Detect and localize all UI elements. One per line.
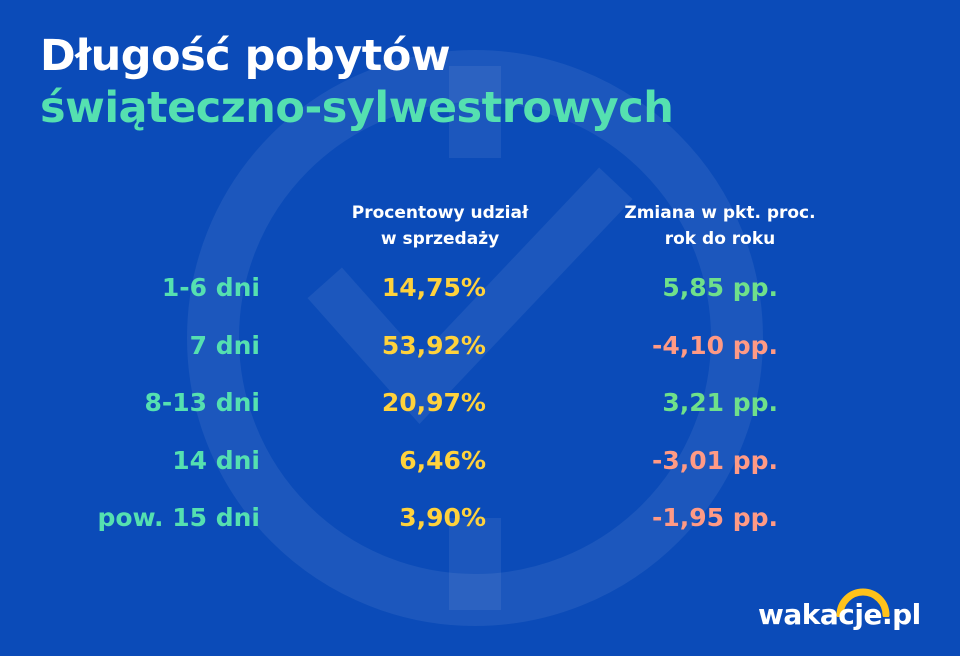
column-header-share-line-2: w sprzedaży (380, 229, 500, 249)
change-value: -3,01 pp. (651, 446, 778, 475)
row-label: 8-13 dni (144, 388, 260, 417)
table-row: 14 dni 6,46% -3,01 pp. (0, 441, 960, 481)
row-label: pow. 15 dni (97, 503, 260, 532)
column-header-change-line-1: Zmiana w pkt. proc. (624, 203, 816, 223)
change-value: -1,95 pp. (651, 503, 778, 532)
column-header-share-line-1: Procentowy udział (351, 203, 529, 223)
column-header-share: Procentowy udział w sprzedaży (320, 200, 560, 252)
logo-arc-icon (836, 588, 890, 617)
share-value: 14,75% (381, 273, 486, 302)
row-label: 1-6 dni (161, 273, 260, 302)
change-value: 3,21 pp. (662, 388, 778, 417)
wakacje-logo: wakacje.pl (758, 585, 938, 635)
column-header-change: Zmiana w pkt. proc. rok do roku (590, 200, 850, 252)
table-row: pow. 15 dni 3,90% -1,95 pp. (0, 498, 960, 538)
row-label: 7 dni (189, 331, 260, 360)
chart-title: Długość pobytów świąteczno-sylwestrowych (40, 30, 674, 134)
share-value: 6,46% (399, 446, 486, 475)
share-value: 20,97% (381, 388, 486, 417)
table-row: 1-6 dni 14,75% 5,85 pp. (0, 268, 960, 308)
column-header-change-line-2: rok do roku (664, 229, 776, 249)
share-value: 3,90% (399, 503, 486, 532)
change-value: -4,10 pp. (651, 331, 778, 360)
share-value: 53,92% (381, 331, 486, 360)
table-row: 7 dni 53,92% -4,10 pp. (0, 326, 960, 366)
change-value: 5,85 pp. (662, 273, 778, 302)
title-line-1: Długość pobytów (40, 31, 451, 81)
table-row: 8-13 dni 20,97% 3,21 pp. (0, 383, 960, 423)
logo-text: wakacje.pl (758, 598, 921, 631)
title-line-2: świąteczno-sylwestrowych (40, 83, 674, 133)
row-label: 14 dni (172, 446, 260, 475)
